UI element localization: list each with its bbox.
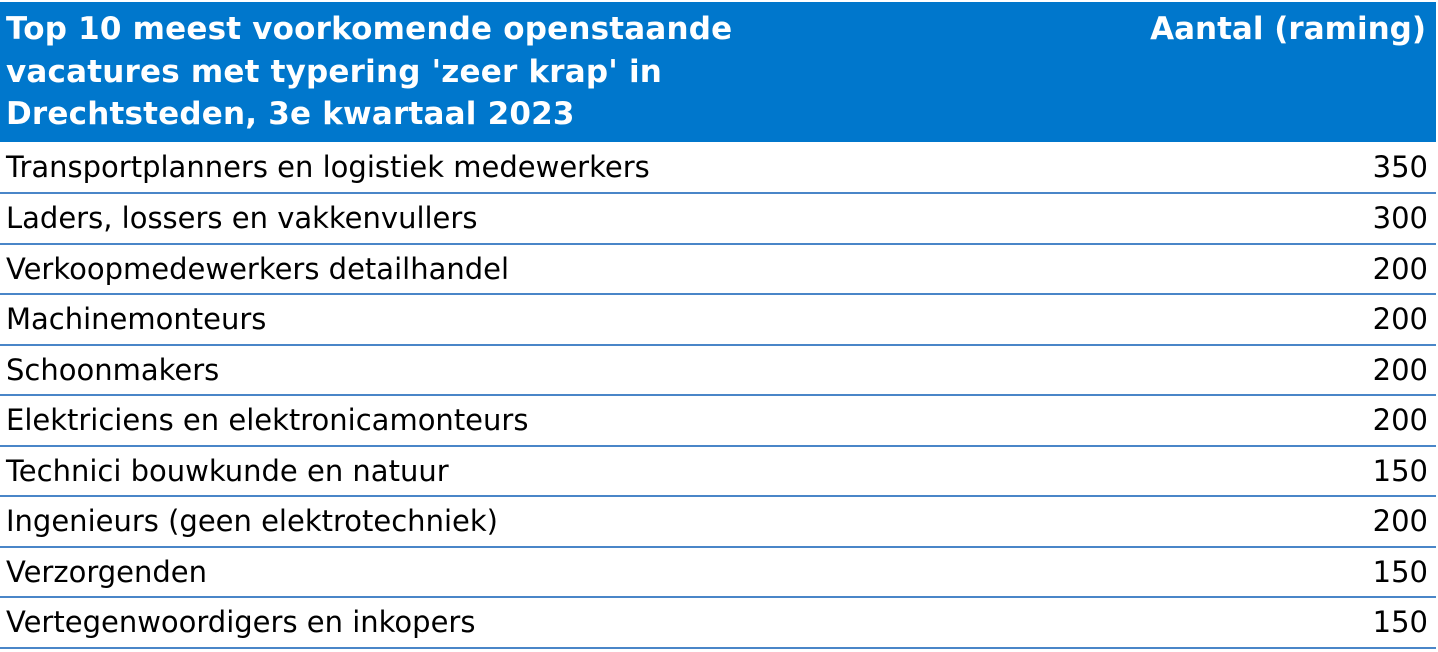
row-label: Laders, lossers en vakkenvullers [6, 201, 478, 236]
row-value: 300 [1372, 201, 1428, 236]
table-row: Verzorgenden 150 [0, 545, 1436, 597]
row-label: Elektriciens en elektronicamonteurs [6, 403, 529, 438]
table-row: Machinemonteurs 200 [0, 293, 1436, 344]
table-title-line: Top 10 meest voorkomende openstaande [6, 11, 733, 47]
table-row: Vertegenwoordigers en inkopers 150 [0, 596, 1436, 649]
row-value: 200 [1372, 251, 1428, 286]
table-row: Laders, lossers en vakkenvullers 300 [0, 192, 1436, 243]
row-value: 200 [1372, 403, 1428, 438]
row-label: Vertegenwoordigers en inkopers [6, 605, 476, 640]
row-label: Schoonmakers [6, 352, 220, 387]
table-body: Transportplanners en logistiek medewerke… [0, 142, 1436, 649]
table-row: Elektriciens en elektronicamonteurs 200 [0, 394, 1436, 445]
row-value: 350 [1372, 150, 1428, 184]
row-value: 150 [1372, 554, 1428, 589]
row-value: 200 [1372, 302, 1428, 337]
table-title-line: vacatures met typering 'zeer krap' in [6, 53, 663, 90]
row-value: 200 [1372, 504, 1428, 539]
value-column-header: Aantal (raming) [1150, 11, 1426, 47]
row-label: Transportplanners en logistiek medewerke… [6, 150, 650, 184]
row-label: Verkoopmedewerkers detailhandel [6, 251, 510, 286]
table-row: Transportplanners en logistiek medewerke… [0, 142, 1436, 192]
table-title: Top 10 meest voorkomende openstaande vac… [6, 8, 866, 136]
table-header: Top 10 meest voorkomende openstaande vac… [0, 2, 1436, 142]
row-label: Ingenieurs (geen elektrotechniek) [6, 504, 498, 539]
table-row: Schoonmakers 200 [0, 343, 1436, 395]
row-label: Verzorgenden [6, 554, 207, 589]
table-row: Ingenieurs (geen elektrotechniek) 200 [0, 495, 1436, 546]
row-value: 150 [1372, 453, 1428, 488]
table-row: Technici bouwkunde en natuur 150 [0, 444, 1436, 496]
row-label: Technici bouwkunde en natuur [6, 453, 449, 488]
row-value: 200 [1372, 352, 1428, 387]
table-title-line: Drechtsteden, 3e kwartaal 2023 [6, 96, 575, 132]
table-row: Verkoopmedewerkers detailhandel 200 [0, 242, 1436, 294]
row-value: 150 [1372, 605, 1428, 640]
row-label: Machinemonteurs [6, 302, 267, 337]
